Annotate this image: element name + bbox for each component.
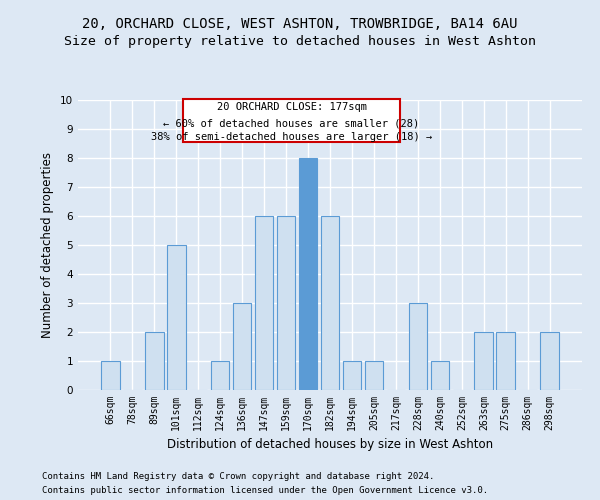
Bar: [167, 245, 185, 390]
Bar: [299, 158, 317, 390]
Text: Contains HM Land Registry data © Crown copyright and database right 2024.: Contains HM Land Registry data © Crown c…: [42, 472, 434, 481]
Bar: [320, 216, 340, 390]
Bar: [255, 216, 274, 390]
Bar: [496, 332, 515, 390]
Y-axis label: Number of detached properties: Number of detached properties: [41, 152, 55, 338]
Text: Size of property relative to detached houses in West Ashton: Size of property relative to detached ho…: [64, 35, 536, 48]
Bar: [431, 361, 449, 390]
Bar: [409, 303, 427, 390]
Text: Contains public sector information licensed under the Open Government Licence v3: Contains public sector information licen…: [42, 486, 488, 495]
FancyBboxPatch shape: [183, 98, 400, 142]
Text: 38% of semi-detached houses are larger (18) →: 38% of semi-detached houses are larger (…: [151, 132, 432, 142]
Text: ← 60% of detached houses are smaller (28): ← 60% of detached houses are smaller (28…: [163, 118, 419, 128]
Bar: [541, 332, 559, 390]
Bar: [475, 332, 493, 390]
Bar: [277, 216, 295, 390]
X-axis label: Distribution of detached houses by size in West Ashton: Distribution of detached houses by size …: [167, 438, 493, 452]
Bar: [233, 303, 251, 390]
Bar: [365, 361, 383, 390]
Bar: [101, 361, 119, 390]
Bar: [145, 332, 164, 390]
Bar: [343, 361, 361, 390]
Bar: [211, 361, 229, 390]
Text: 20, ORCHARD CLOSE, WEST ASHTON, TROWBRIDGE, BA14 6AU: 20, ORCHARD CLOSE, WEST ASHTON, TROWBRID…: [82, 18, 518, 32]
Text: 20 ORCHARD CLOSE: 177sqm: 20 ORCHARD CLOSE: 177sqm: [217, 102, 367, 113]
